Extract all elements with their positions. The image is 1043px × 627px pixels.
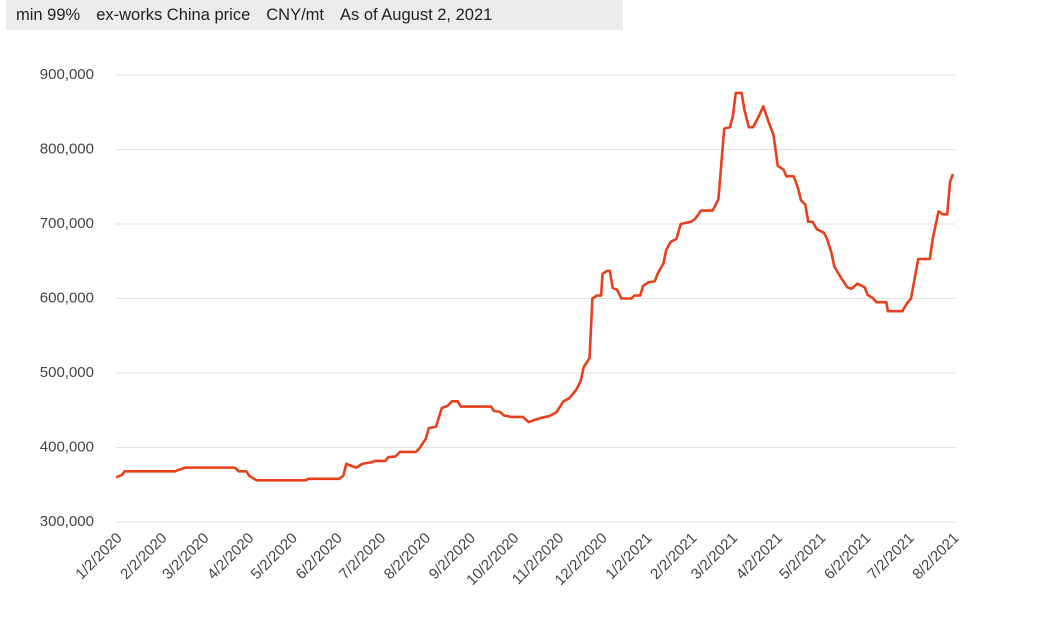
y-tick-label: 500,000 <box>40 364 94 381</box>
x-tick-label: 3/2/2020 <box>159 530 212 583</box>
y-tick-label: 600,000 <box>40 289 94 306</box>
x-tick-label: 6/2/2020 <box>292 530 345 583</box>
header-item: ex-works China price <box>96 5 251 24</box>
x-tick-label: 5/2/2021 <box>776 530 829 583</box>
y-tick-label: 300,000 <box>40 513 94 530</box>
y-tick-label: 900,000 <box>40 66 94 83</box>
y-tick-label: 400,000 <box>40 438 94 455</box>
header: min 99% ex-works China price CNY/mt As o… <box>6 0 623 30</box>
header-item: min 99% <box>16 5 81 24</box>
x-tick-label: 4/2/2021 <box>733 530 786 583</box>
header-item: CNY/mt <box>266 5 325 24</box>
x-tick-label: 5/2/2020 <box>248 530 301 583</box>
y-tick-label: 700,000 <box>40 215 94 232</box>
x-tick-label: 4/2/2020 <box>204 530 257 583</box>
x-tick-label: 8/2/2021 <box>909 530 962 583</box>
x-tick-label: 7/2/2021 <box>864 530 917 583</box>
x-tick-label: 7/2/2020 <box>336 530 389 583</box>
line <box>115 91 955 482</box>
x-tick-label: 6/2/2021 <box>821 530 874 583</box>
x-tick-label: 1/2/2020 <box>72 530 125 583</box>
x-tick-label: 8/2/2020 <box>381 530 434 583</box>
y-tick-label: 800,000 <box>40 140 94 157</box>
x-tick-label: 1/2/2021 <box>602 530 655 583</box>
header-item: As of August 2, 2021 <box>340 5 493 24</box>
